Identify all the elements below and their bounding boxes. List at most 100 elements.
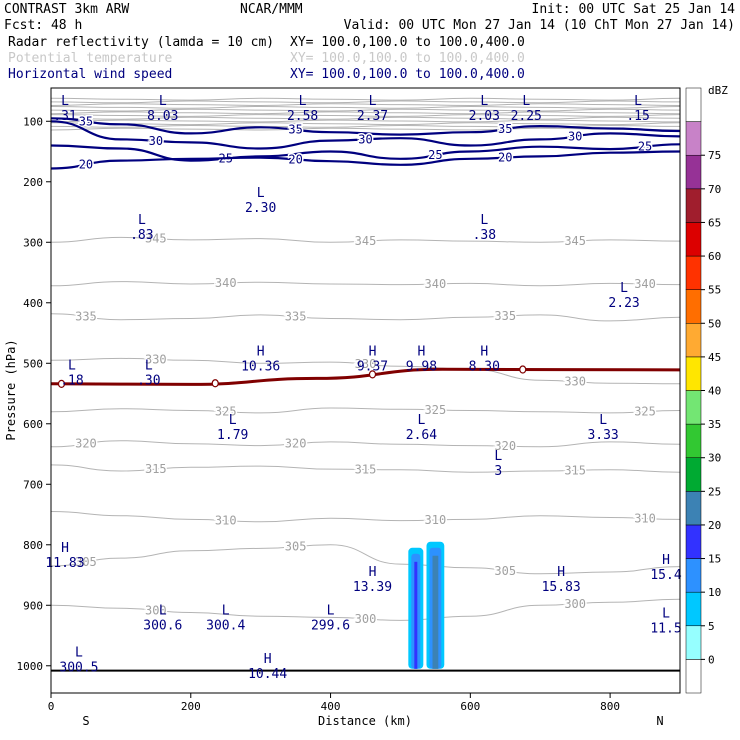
y-tick-label: 700 [23,478,43,491]
colorbar-label: 20 [708,519,721,532]
extremum-marker-value: 2.03 [469,109,500,124]
colorbar-label: 25 [708,485,721,498]
x-tick-label: 200 [181,700,201,713]
colorbar-unit: dBZ [708,84,728,97]
theta-contour [50,357,681,385]
colorbar-bin [685,255,702,290]
theta-contour-label: 310 [215,514,237,528]
endpoint-north: N [656,714,663,728]
x-tick-label: 600 [460,700,480,713]
extremum-marker-value: 300.5 [59,661,98,676]
wind-speed-contour-label: 20 [288,152,302,166]
x-tick-label: 800 [600,700,620,713]
init-time: Init: 00 UTC Sat 25 Jan 14 [532,2,736,17]
extremum-marker-letter: L [68,358,76,373]
colorbar-label: 5 [708,620,715,633]
reflectivity-cell-core [414,561,418,669]
y-tick-label: 600 [23,418,43,431]
extremum-marker-value: .83 [130,228,153,243]
extremum-marker-letter: L [480,213,488,228]
theta-contour-label: 310 [634,511,656,525]
theta-contour-label: 345 [564,234,586,248]
colorbar-label: 75 [708,149,721,162]
theta-contour-label: 335 [75,310,97,324]
extremum-marker-letter: L [145,358,153,373]
extremum-marker-value: 3.33 [587,428,618,443]
colorbar-bin [685,524,702,559]
colorbar-label: 55 [708,284,721,297]
theta-contour-label: 320 [494,439,516,453]
wind-speed-contour-label: 20 [498,151,512,165]
theta-contour-label: 345 [355,234,377,248]
colorbar-label: 10 [708,586,721,599]
extremum-marker-value: 15.4 [650,568,681,583]
theta-contour-label: 315 [355,462,377,476]
wind-speed-contour [50,143,681,162]
extremum-marker-letter: H [61,541,69,556]
theta-contour-label: 305 [75,555,97,569]
extremum-marker-value: 300.6 [143,618,182,633]
wind-speed-contour-label: 35 [288,123,302,137]
extremum-marker-value: 2.25 [511,109,542,124]
theta-contour [50,440,681,448]
colorbar-bin [685,121,702,156]
y-axis-label: Pressure (hPa) [4,339,18,440]
reflectivity-cell-core [432,555,439,669]
colorbar-label: 15 [708,553,721,566]
theta-contour-label: 340 [215,276,237,290]
extremum-marker-letter: H [257,344,265,359]
colorbar-bin [685,289,702,324]
field-theta-name: Potential temperature [8,51,173,66]
tropopause-marker [57,379,66,388]
wind-speed-contour-label: 35 [79,114,93,128]
colorbar-label: 40 [708,385,721,398]
colorbar-bin [685,390,702,425]
extremum-marker-letter: H [369,344,377,359]
theta-contour-label: 325 [425,403,447,417]
extremum-marker-value: 15.83 [542,580,581,595]
tropopause-marker [519,365,527,374]
colorbar-bin [685,558,702,593]
theta-contour [50,236,681,243]
field-theta-xy: XY= 100.0,100.0 to 100.0,400.0 [290,51,525,66]
colorbar-label: 30 [708,452,721,465]
theta-contour-label: 340 [425,277,447,291]
colorbar-bin [685,154,702,190]
colorbar-label: 50 [708,317,721,330]
y-tick-label: 100 [23,115,43,128]
valid-time: Valid: 00 UTC Mon 27 Jan 14 (10 ChT Mon … [344,18,735,33]
y-tick-label: 900 [23,599,43,612]
colorbar-bin [685,323,702,358]
colorbar-bin [685,659,702,694]
endpoint-south: S [82,714,89,728]
field-reflectivity-xy: XY= 100.0,100.0 to 100.0,400.0 [290,35,525,50]
tropopause-marker [211,379,219,388]
theta-contour-upper [50,122,681,126]
extremum-marker-letter: L [369,94,377,109]
wind-speed-contour [50,117,681,136]
extremum-marker-letter: L [620,281,628,296]
extremum-marker-value: .15 [626,109,649,124]
theta-contour-upper [50,119,681,123]
extremum-marker-value: 3 [494,464,502,479]
extremum-marker-value: 9.37 [357,359,388,374]
theta-contour-upper [50,111,681,115]
extremum-marker-letter: L [417,413,425,428]
theta-contour-upper [50,105,681,109]
theta-contour-upper [50,108,681,112]
theta-contour-upper [50,116,681,120]
theta-contour-label: 335 [494,309,516,323]
theta-contour-label: 325 [634,405,656,419]
y-tick-label: 800 [23,539,43,552]
theta-contour-label: 330 [564,375,586,389]
theta-contour-label: 300 [355,612,377,626]
colorbar-label: 0 [708,653,715,666]
colorbar-bin [685,625,702,660]
theta-contour-label: 325 [215,405,237,419]
theta-contour [50,313,681,322]
theta-contour [50,464,681,473]
wind-speed-contour-label: 30 [149,134,163,148]
extremum-marker-letter: L [75,646,83,661]
